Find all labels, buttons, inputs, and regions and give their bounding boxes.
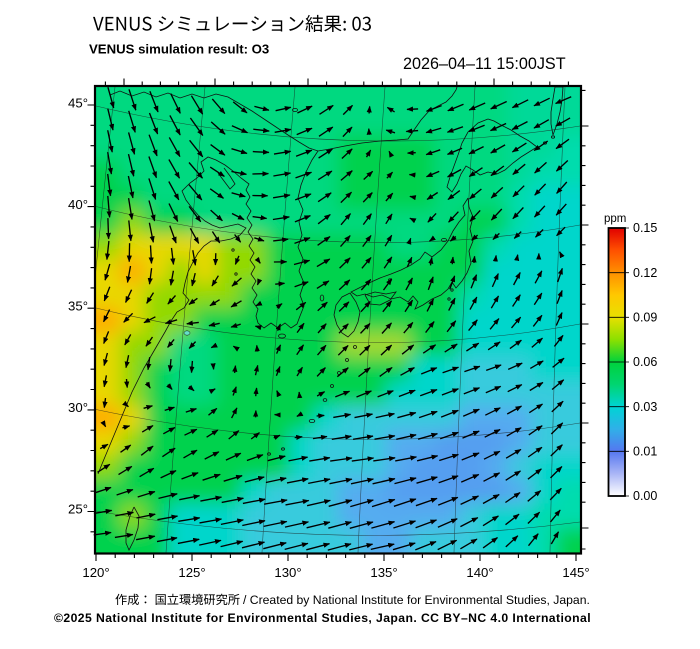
svg-text:/ Created by National Institut: / Created by National Institute for Envi… [243, 593, 590, 607]
svg-text:0.06: 0.06 [633, 355, 657, 369]
svg-text:0.15: 0.15 [633, 221, 657, 235]
svg-text:35°: 35° [68, 299, 88, 314]
svg-text:140°: 140° [466, 565, 493, 580]
svg-text:©2025 National Institute for E: ©2025 National Institute for Environment… [54, 611, 591, 625]
svg-text:ppm: ppm [604, 213, 626, 225]
svg-text:2026–04–11 15:00JST: 2026–04–11 15:00JST [403, 55, 566, 73]
svg-text:135°: 135° [370, 565, 397, 580]
svg-text:0.03: 0.03 [633, 400, 657, 414]
svg-text:25°: 25° [68, 502, 88, 517]
svg-text:VENUS simulation result: O3: VENUS simulation result: O3 [89, 42, 269, 57]
svg-text:40°: 40° [68, 197, 88, 212]
svg-text:0.09: 0.09 [633, 311, 657, 325]
svg-text:0.01: 0.01 [633, 445, 657, 459]
svg-text:125°: 125° [178, 565, 205, 580]
svg-text:0.12: 0.12 [633, 266, 657, 280]
svg-text:120°: 120° [82, 565, 109, 580]
svg-text:130°: 130° [274, 565, 301, 580]
svg-text:0.00: 0.00 [633, 489, 657, 503]
svg-text:45°: 45° [68, 96, 88, 111]
svg-text:30°: 30° [68, 400, 88, 415]
svg-text:145°: 145° [562, 565, 589, 580]
